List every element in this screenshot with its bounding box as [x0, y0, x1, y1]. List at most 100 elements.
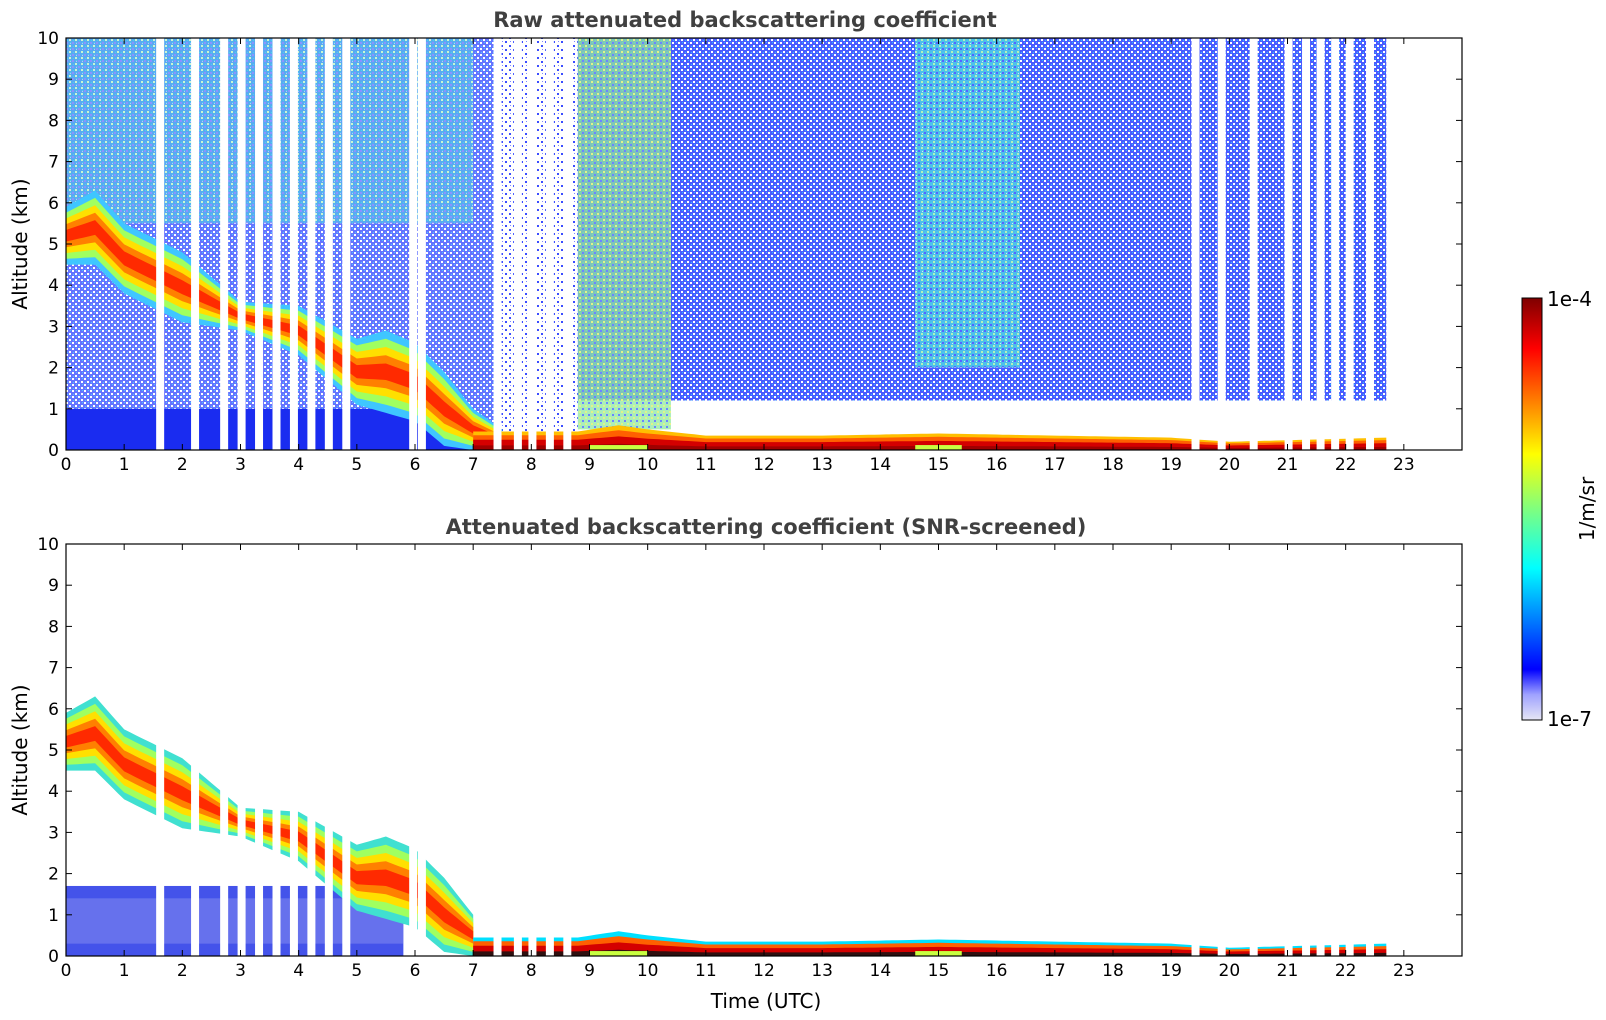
- data-gap: [1316, 38, 1325, 450]
- boundary-layer: [589, 445, 648, 450]
- x-tick-label: 21: [1277, 455, 1299, 475]
- y-tick-label: 6: [48, 194, 59, 214]
- x-tick-label: 15: [928, 455, 950, 475]
- data-gap: [1249, 544, 1258, 956]
- x-tick-label: 17: [1044, 961, 1066, 981]
- colorbar: 1e-4 1e-7 1/m/sr: [1521, 287, 1599, 731]
- x-tick-label: 10: [637, 961, 659, 981]
- y-tick-label: 0: [48, 441, 59, 461]
- data-gap: [563, 38, 572, 450]
- x-tick-label: 1: [119, 961, 130, 981]
- colorbar-scale: [1521, 297, 1543, 721]
- x-tick-label: 7: [468, 455, 479, 475]
- axis-ticks: 0 1 2 3 4 5 6 7 8 9 10 11 12 13 14 15 16 17 18 19 20 21 22 2301…: [37, 29, 1462, 475]
- data-gap: [289, 544, 298, 956]
- y-tick-label: 2: [48, 359, 59, 379]
- x-tick-label: 12: [753, 455, 775, 475]
- x-tick-label: 13: [811, 961, 833, 981]
- data-gap: [324, 544, 333, 956]
- y-tick-label: 2: [48, 865, 59, 885]
- x-tick-label: 1: [119, 455, 130, 475]
- data-gap: [1316, 544, 1325, 956]
- data-gap: [342, 544, 351, 956]
- x-tick-label: 18: [1102, 961, 1124, 981]
- x-tick-label: 20: [1219, 455, 1241, 475]
- x-tick-label: 5: [351, 961, 362, 981]
- data-gap: [342, 38, 351, 450]
- aerosol-layer: [66, 220, 503, 442]
- colorbar-max-label: 1e-4: [1547, 287, 1592, 311]
- y-tick-label: 1: [48, 400, 59, 420]
- data-gap: [191, 38, 200, 450]
- data-gap: [1191, 544, 1200, 956]
- y-tick-label: 9: [48, 70, 59, 90]
- data-gap: [220, 544, 229, 956]
- x-tick-label: 21: [1277, 961, 1299, 981]
- data-gap: [272, 544, 281, 956]
- x-tick-label: 0: [61, 961, 72, 981]
- data-gap: [493, 38, 502, 450]
- y-tick-label: 5: [48, 741, 59, 761]
- y-tick-label: 9: [48, 576, 59, 596]
- noise-background: [915, 38, 1020, 368]
- x-tick-label: 0: [61, 455, 72, 475]
- screened-heatmap: [66, 544, 1462, 956]
- data-gap: [1366, 544, 1375, 956]
- y-tick-label: 10: [37, 29, 59, 49]
- x-tick-label: 9: [584, 455, 595, 475]
- x-tick-label: 22: [1335, 455, 1357, 475]
- data-gap: [493, 544, 502, 956]
- data-gap: [417, 38, 426, 450]
- x-tick-label: 2: [177, 961, 188, 981]
- data-gap: [237, 544, 246, 956]
- x-tick-label: 15: [928, 961, 950, 981]
- data-gap: [1366, 38, 1375, 450]
- x-tick-label: 4: [293, 455, 304, 475]
- data-gap: [513, 38, 522, 450]
- chart-title: Attenuated backscattering coefficient (S…: [446, 515, 1087, 539]
- x-tick-label: 14: [870, 961, 892, 981]
- data-gap: [417, 544, 426, 956]
- noise-background: [577, 38, 671, 430]
- y-tick-label: 3: [48, 317, 59, 337]
- y-tick-label: 10: [37, 535, 59, 555]
- y-tick-label: 8: [48, 111, 59, 131]
- y-tick-label: 7: [48, 153, 59, 173]
- data-gap: [545, 38, 554, 450]
- data-gap: [324, 38, 333, 450]
- data-gap: [1331, 38, 1340, 450]
- x-tick-label: 19: [1160, 961, 1182, 981]
- x-tick-label: 19: [1160, 455, 1182, 475]
- x-tick-label: 14: [870, 455, 892, 475]
- noise-background: [66, 38, 474, 224]
- y-tick-label: 4: [48, 276, 59, 296]
- colorbar-unit-label: 1/m/sr: [1575, 476, 1599, 541]
- raw-heatmap: [66, 38, 1462, 450]
- x-tick-label: 7: [468, 961, 479, 981]
- x-tick-label: 11: [695, 455, 717, 475]
- data-gap: [513, 544, 522, 956]
- x-tick-label: 16: [986, 455, 1008, 475]
- clear-air-region: [577, 400, 1387, 430]
- x-tick-label: 3: [235, 455, 246, 475]
- data-gap: [1302, 38, 1311, 450]
- data-gap: [1284, 544, 1293, 956]
- x-tick-label: 2: [177, 455, 188, 475]
- x-tick-label: 23: [1393, 455, 1415, 475]
- y-axis-label: Altitude (km): [8, 684, 32, 815]
- data-gap: [156, 38, 165, 450]
- x-tick-label: 22: [1335, 961, 1357, 981]
- data-gap: [255, 38, 264, 450]
- data-gap: [156, 544, 165, 956]
- data-gap: [237, 38, 246, 450]
- y-tick-label: 5: [48, 235, 59, 255]
- no-data-region: [1386, 544, 1462, 956]
- y-tick-label: 8: [48, 617, 59, 637]
- y-tick-label: 7: [48, 659, 59, 679]
- data-gap: [272, 38, 281, 450]
- x-tick-label: 11: [695, 961, 717, 981]
- x-tick-label: 16: [986, 961, 1008, 981]
- data-gap: [1284, 38, 1293, 450]
- x-axis-label: Time (UTC): [710, 989, 822, 1013]
